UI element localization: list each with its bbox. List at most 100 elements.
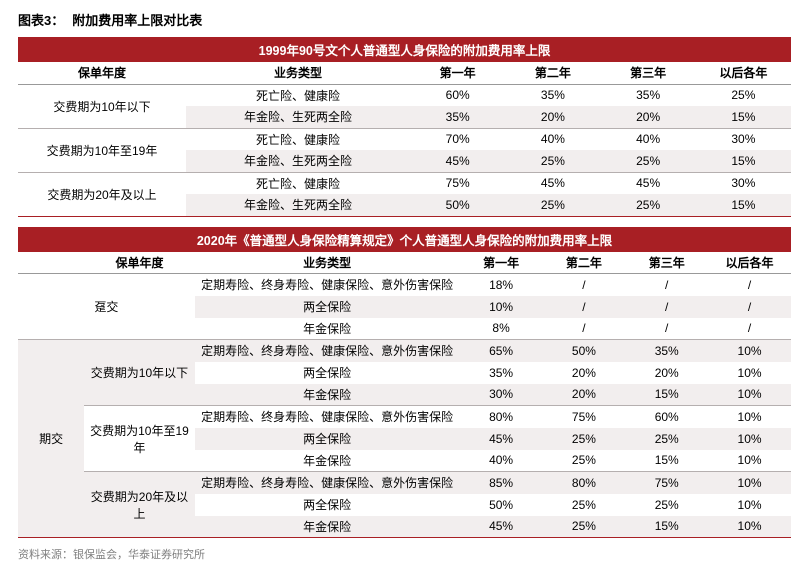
- cell: 死亡险、健康险: [186, 84, 410, 106]
- cell: 20%: [505, 106, 600, 128]
- row-group-label: 交费期为10年至19年: [84, 406, 194, 472]
- cell: 50%: [543, 340, 626, 362]
- table1-header-row: 保单年度 业务类型 第一年 第二年 第三年 以后各年: [18, 62, 791, 84]
- cell: 50%: [460, 494, 543, 516]
- table-row: 趸交定期寿险、终身寿险、健康保险、意外伤害保险18%///: [18, 274, 791, 296]
- table-row: 交费期为10年至19年定期寿险、终身寿险、健康保险、意外伤害保险80%75%60…: [18, 406, 791, 428]
- cell: 30%: [696, 128, 791, 150]
- figure-text: 附加费用率上限对比表: [72, 10, 202, 29]
- col-business-type: 业务类型: [186, 62, 410, 84]
- cell: 年金保险: [195, 516, 460, 538]
- cell: 30%: [696, 172, 791, 194]
- cell: 45%: [460, 428, 543, 450]
- cell: /: [708, 296, 791, 318]
- col-year1: 第一年: [460, 252, 543, 274]
- cell: 定期寿险、终身寿险、健康保险、意外伤害保险: [195, 274, 460, 296]
- cell: 15%: [696, 106, 791, 128]
- cell: 35%: [410, 106, 505, 128]
- cell: 20%: [601, 106, 696, 128]
- cell: 65%: [460, 340, 543, 362]
- cell: 20%: [543, 384, 626, 406]
- cell: 15%: [696, 150, 791, 172]
- cell: 10%: [708, 384, 791, 406]
- cell: 10%: [708, 362, 791, 384]
- cell: 20%: [543, 362, 626, 384]
- cell: 年金险、生死两全险: [186, 150, 410, 172]
- cell: 25%: [601, 150, 696, 172]
- cell: 两全保险: [195, 494, 460, 516]
- cell: 20%: [625, 362, 708, 384]
- table-row: 交费期为10年以下死亡险、健康险60%35%35%25%: [18, 84, 791, 106]
- cell: /: [625, 296, 708, 318]
- table2-banner: 2020年《普通型人身保险精算规定》个人普通型人身保险的附加费用率上限: [18, 227, 791, 252]
- cell: 定期寿险、终身寿险、健康保险、意外伤害保险: [195, 406, 460, 428]
- col-year-later: 以后各年: [708, 252, 791, 274]
- cell: 年金保险: [195, 450, 460, 472]
- row-group-label: 交费期为10年以下: [84, 340, 194, 406]
- cell: 80%: [460, 406, 543, 428]
- cell: 60%: [410, 84, 505, 106]
- cell: 25%: [505, 150, 600, 172]
- cell: 25%: [543, 516, 626, 538]
- col-year2: 第二年: [543, 252, 626, 274]
- cell: 10%: [708, 516, 791, 538]
- cell: 两全保险: [195, 296, 460, 318]
- cell: 40%: [460, 450, 543, 472]
- cell: 年金保险: [195, 318, 460, 340]
- cell: 25%: [543, 428, 626, 450]
- cell: 40%: [505, 128, 600, 150]
- table2-header-row: 保单年度 业务类型 第一年 第二年 第三年 以后各年: [18, 252, 791, 274]
- cell: 两全保险: [195, 362, 460, 384]
- cell: 45%: [601, 172, 696, 194]
- col-policy-year: 保单年度: [18, 62, 186, 84]
- cell: 35%: [625, 340, 708, 362]
- cell: 25%: [625, 494, 708, 516]
- cell: 60%: [625, 406, 708, 428]
- cell: 定期寿险、终身寿险、健康保险、意外伤害保险: [195, 472, 460, 494]
- cell: 18%: [460, 274, 543, 296]
- cell: 25%: [505, 194, 600, 216]
- cell: 25%: [543, 450, 626, 472]
- cell: 25%: [543, 494, 626, 516]
- cell: 两全保险: [195, 428, 460, 450]
- cell: 10%: [708, 472, 791, 494]
- col-year2: 第二年: [505, 62, 600, 84]
- row-group-label: 交费期为20年及以上: [84, 472, 194, 538]
- cell: /: [543, 274, 626, 296]
- cell: 10%: [708, 494, 791, 516]
- cell: 75%: [410, 172, 505, 194]
- table-row: 交费期为20年及以上死亡险、健康险75%45%45%30%: [18, 172, 791, 194]
- cell: 10%: [708, 340, 791, 362]
- table1-banner: 1999年90号文个人普通型人身保险的附加费用率上限: [18, 37, 791, 62]
- cell: 10%: [708, 428, 791, 450]
- section-label: 趸交: [18, 274, 195, 340]
- cell: 10%: [460, 296, 543, 318]
- col-year3: 第三年: [601, 62, 696, 84]
- table-row: 交费期为10年至19年死亡险、健康险70%40%40%30%: [18, 128, 791, 150]
- cell: 45%: [460, 516, 543, 538]
- cell: 25%: [696, 84, 791, 106]
- cell: 8%: [460, 318, 543, 340]
- cell: /: [543, 318, 626, 340]
- col-business-type: 业务类型: [195, 252, 460, 274]
- cell: 10%: [708, 450, 791, 472]
- cell: 75%: [625, 472, 708, 494]
- cell: 15%: [625, 516, 708, 538]
- cell: 10%: [708, 406, 791, 428]
- source-text: 资料来源：银保监会，华泰证券研究所: [18, 546, 791, 562]
- cell: 70%: [410, 128, 505, 150]
- col-policy-year: 保单年度: [84, 252, 194, 274]
- cell: 15%: [625, 450, 708, 472]
- cell: /: [543, 296, 626, 318]
- cell: /: [708, 274, 791, 296]
- cell: 死亡险、健康险: [186, 128, 410, 150]
- cell: 年金保险: [195, 384, 460, 406]
- cell: 25%: [601, 194, 696, 216]
- cell: 35%: [460, 362, 543, 384]
- cell: /: [625, 318, 708, 340]
- section-label: 期交: [18, 340, 84, 538]
- cell: /: [708, 318, 791, 340]
- table-2020: 2020年《普通型人身保险精算规定》个人普通型人身保险的附加费用率上限 保单年度…: [18, 227, 791, 539]
- cell: 35%: [601, 84, 696, 106]
- cell: 40%: [601, 128, 696, 150]
